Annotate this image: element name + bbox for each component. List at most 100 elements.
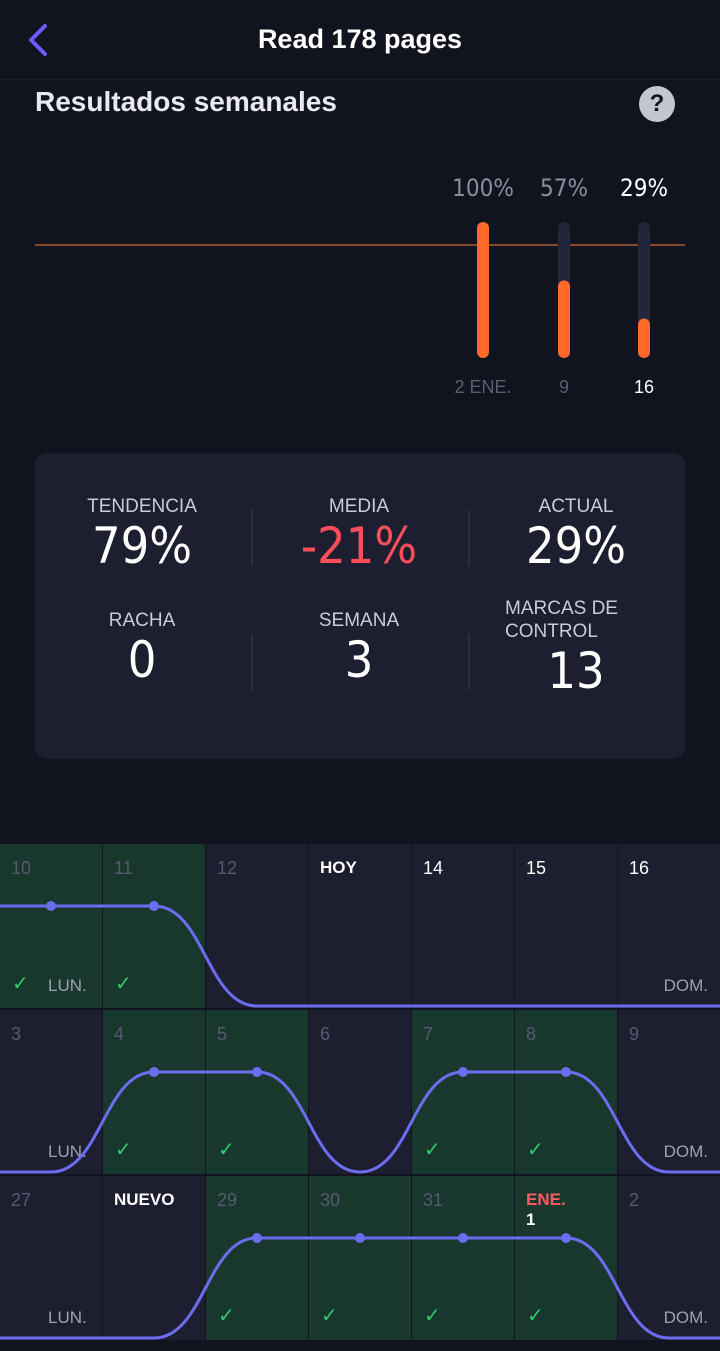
bar (638, 318, 650, 358)
weekday-end-label: DOM. (663, 976, 708, 995)
bar-category-label: 16 (633, 377, 655, 397)
back-button[interactable] (18, 20, 58, 60)
bar-value-label: 57% (540, 174, 588, 202)
check-icon: ✓ (321, 1305, 338, 1327)
calendar-day-cell[interactable]: 31 ✓ (412, 1176, 514, 1340)
calendar-day-cell[interactable]: 7 ✓ (412, 1010, 514, 1174)
stat-value: -21% (300, 517, 418, 575)
stat-value: 29% (526, 517, 626, 575)
calendar-day-cell[interactable]: 27 LUN. (0, 1176, 102, 1340)
check-icon: ✓ (527, 1305, 544, 1327)
day-number: 8 (526, 1024, 536, 1045)
day-number-text: 29 (217, 1190, 238, 1210)
calendar-day-cell[interactable]: HOY (309, 844, 411, 1008)
chevron-left-icon (29, 24, 47, 56)
weekday-start-label: LUN. (48, 976, 87, 995)
day-number: 10 (11, 858, 31, 879)
day-number-text: 27 (11, 1190, 32, 1210)
calendar-day-cell[interactable]: 11 ✓ (103, 844, 205, 1008)
calendar-day-cell[interactable]: 8 ✓ (515, 1010, 617, 1174)
day-number: 16 (629, 858, 649, 879)
bar (477, 222, 489, 358)
stat-label: SEMANA (318, 610, 400, 631)
bar (558, 280, 570, 358)
calendar-day-cell[interactable]: ENE. 1 ✓ (515, 1176, 617, 1340)
day-number-text: 12 (217, 858, 238, 878)
day-number-text: 14 (423, 858, 444, 878)
calendar-day-cell[interactable]: 15 (515, 844, 617, 1008)
calendar-day-cell[interactable]: 10 ✓ LUN. (0, 844, 102, 1008)
bar-category-label: 9 (558, 377, 569, 397)
stat-label: RACHA (108, 610, 176, 631)
calendar-day-cell[interactable]: 2 DOM. (618, 1176, 720, 1340)
weekday-start-label: LUN. (48, 1142, 87, 1161)
stat-label: MEDIA (328, 496, 390, 517)
bar-value-label: 100% (452, 174, 514, 202)
weekday-end-label: DOM. (663, 1142, 708, 1161)
stat-divider (468, 510, 470, 566)
stat-divider (251, 634, 253, 690)
bar-category-label: 2 ENE. (454, 377, 512, 397)
calendar-day-cell[interactable]: 6 (309, 1010, 411, 1174)
day-number-text: 5 (217, 1024, 228, 1044)
check-icon: ✓ (527, 1139, 544, 1161)
calendar-day-cell[interactable]: 4 ✓ (103, 1010, 205, 1174)
check-icon: ✓ (12, 973, 29, 995)
day-number-text: 4 (114, 1024, 125, 1044)
day-number: 31 (423, 1190, 443, 1211)
day-number: 7 (423, 1024, 433, 1045)
calendar-day-cell[interactable]: NUEVO (103, 1176, 205, 1340)
day-number: 9 (629, 1024, 639, 1045)
racha-stat: RACHA 0 (37, 609, 247, 688)
day-number-text: 6 (320, 1024, 331, 1044)
calendar-day-cell[interactable]: 16 DOM. (618, 844, 720, 1008)
calendar-day-cell[interactable]: 3 LUN. (0, 1010, 102, 1174)
weekday-end-label: DOM. (663, 1308, 708, 1327)
day-number: ENE. 1 (526, 1190, 566, 1230)
day-number-text: 30 (320, 1190, 341, 1210)
calendar-day-cell[interactable]: 9 DOM. (618, 1010, 720, 1174)
section-title: Resultados semanales (35, 86, 337, 117)
calendar-day-cell[interactable]: 30 ✓ (309, 1176, 411, 1340)
calendar-grid: 10 ✓ LUN. 11 ✓ 12 HOY 14 15 16 DOM. 3 LUN. 4 ✓ 5 ✓ 6 7 ✓ 8 ✓ 9… (0, 844, 720, 1351)
stat-value: 0 (127, 631, 157, 689)
calendar-day-cell[interactable]: 5 ✓ (206, 1010, 308, 1174)
day-number-text: 3 (11, 1024, 22, 1044)
day-number: 2 (629, 1190, 639, 1211)
day-number: 30 (320, 1190, 340, 1211)
stat-label: MARCAS DE CONTROL (505, 598, 618, 642)
check-icon: ✓ (218, 1139, 235, 1161)
stats-panel: TENDENCIA 79% MEDIA -21% ACTUAL 29% RACHA 0 SEMA… (35, 453, 685, 759)
check-icon: ✓ (424, 1305, 441, 1327)
day-number: 14 (423, 858, 443, 879)
stat-divider (251, 510, 253, 566)
stat-label: TENDENCIA (87, 496, 197, 517)
weekly-results-chart: 100% 2 ENE. 57% 9 29% 16 (0, 160, 720, 420)
page-title: Read 178 pages (257, 24, 463, 54)
calendar-day-cell[interactable]: 14 (412, 844, 514, 1008)
day-number-text: HOY (320, 858, 357, 877)
day-number: 5 (217, 1024, 227, 1045)
top-bar: Read 178 pages (0, 0, 720, 80)
weekday-start-label: LUN. (48, 1308, 87, 1327)
day-number: 3 (11, 1024, 21, 1045)
stat-value: 13 (547, 642, 605, 700)
calendar-day-cell[interactable]: 12 (206, 844, 308, 1008)
day-number-sub: 1 (526, 1210, 536, 1229)
semana-stat: SEMANA 3 (254, 609, 464, 688)
day-number-text: 7 (423, 1024, 434, 1044)
chart-canvas (35, 222, 685, 358)
day-number-text: NUEVO (114, 1190, 175, 1209)
check-icon: ✓ (115, 973, 132, 995)
day-number-text: 15 (526, 858, 547, 878)
stat-divider (468, 634, 470, 690)
day-number-text: 8 (526, 1024, 537, 1044)
day-number: 4 (114, 1024, 124, 1045)
tendencia-stat: TENDENCIA 79% (37, 495, 247, 574)
calendar-day-cell[interactable]: 29 ✓ (206, 1176, 308, 1340)
check-icon: ✓ (218, 1305, 235, 1327)
day-number-text: 9 (629, 1024, 640, 1044)
check-icon: ✓ (115, 1139, 132, 1161)
day-number: HOY (320, 858, 357, 878)
help-button[interactable]: ? (639, 86, 675, 122)
